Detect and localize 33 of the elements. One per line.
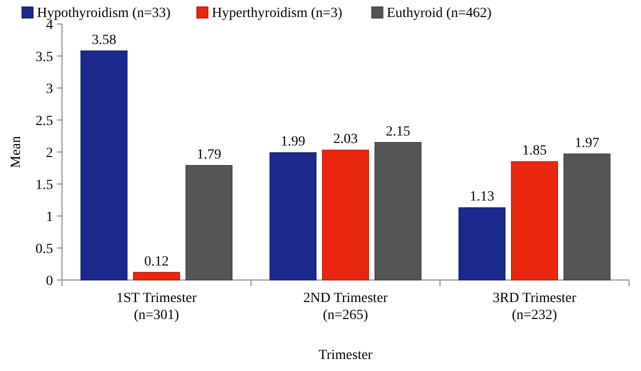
y-tick-label: 0.5 xyxy=(36,242,53,257)
data-label: 3.58 xyxy=(92,32,116,48)
data-label: 2.03 xyxy=(333,132,358,148)
y-tick-label: 0 xyxy=(46,274,53,289)
y-tick-label: 1.5 xyxy=(36,178,53,193)
data-label: 1.79 xyxy=(196,147,222,162)
bar xyxy=(564,154,610,280)
bar xyxy=(374,142,422,280)
data-label: 0.12 xyxy=(144,254,169,270)
x-tick-label: 3RD Trimester (n=232) xyxy=(492,291,577,323)
x-tick-label: 1ST Trimester (n=301) xyxy=(116,291,197,323)
y-tick-label: 3.5 xyxy=(36,50,53,65)
x-tick-label: 2ND Trimester (n=265) xyxy=(303,291,388,323)
y-tick-label: 2.5 xyxy=(36,114,53,129)
bar xyxy=(458,207,506,280)
bar xyxy=(80,50,128,280)
data-label: 1.99 xyxy=(280,134,306,150)
legend-label: Euthyroid (n=462) xyxy=(386,6,492,21)
y-tick-label: 3 xyxy=(46,82,53,97)
y-axis-title: Mean xyxy=(9,136,24,168)
data-label: 2.15 xyxy=(386,124,410,140)
bar xyxy=(322,150,369,280)
y-tick-label: 1 xyxy=(46,210,53,225)
bar xyxy=(511,161,558,280)
data-label: 1.13 xyxy=(470,190,494,205)
y-tick-label: 2 xyxy=(46,146,53,161)
legend-label: Hyperthyroidism (n=3) xyxy=(212,6,343,21)
data-label: 1.97 xyxy=(574,136,600,151)
bar xyxy=(133,272,180,280)
x-axis-title: Trimester xyxy=(318,348,373,363)
bar xyxy=(186,165,232,280)
bar xyxy=(270,152,316,280)
data-label: 1.85 xyxy=(522,144,547,159)
